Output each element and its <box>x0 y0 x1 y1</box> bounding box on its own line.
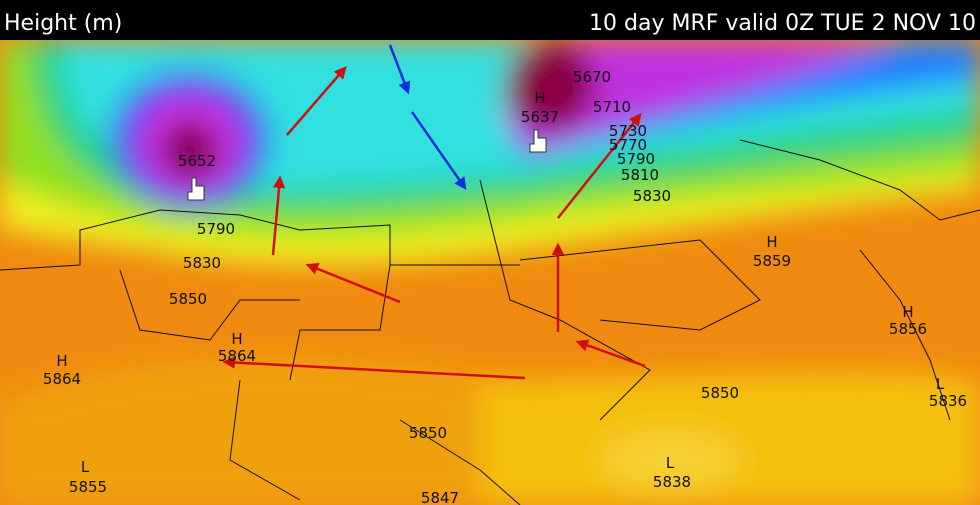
map-title: Height (m) <box>4 11 122 36</box>
contour-label: 5850 <box>409 424 447 442</box>
contour-label: H <box>534 89 545 107</box>
contour-label: 5850 <box>169 290 207 308</box>
height-field <box>0 40 980 505</box>
contour-label: L <box>81 458 90 476</box>
arrow <box>557 113 642 219</box>
contour-label: 5864 <box>218 347 256 365</box>
contour-label: 5637 <box>521 108 559 126</box>
contour-label: 5830 <box>633 187 671 205</box>
contour-label: H <box>902 303 913 321</box>
contour-label: 5859 <box>753 252 791 270</box>
contour-label: 5670 <box>573 68 611 86</box>
pointers <box>187 129 547 201</box>
borders <box>0 139 980 505</box>
arrow <box>410 111 467 191</box>
contour-label: 5830 <box>183 254 221 272</box>
contour-label: 5864 <box>43 370 81 388</box>
contour-label: 5790 <box>617 150 655 168</box>
contour-label: 5838 <box>653 473 691 491</box>
contour-label: 5855 <box>69 478 107 496</box>
contour-label: 5847 <box>421 489 459 505</box>
pointer-icon <box>187 177 205 201</box>
contour-label: 5730 <box>609 122 647 140</box>
contour-label: L <box>666 454 675 472</box>
pointer-icon <box>529 129 547 153</box>
contour-label: H <box>56 352 67 370</box>
contour-label: 5836 <box>929 392 967 410</box>
contour-label: L <box>936 375 945 393</box>
contour-label: H <box>231 330 242 348</box>
arrow <box>222 356 526 380</box>
contour-label: 5652 <box>178 152 216 170</box>
arrow <box>286 66 347 136</box>
flow-arrows <box>222 44 646 380</box>
contour-label: 5810 <box>621 166 659 184</box>
arrow <box>575 339 646 368</box>
arrow <box>271 175 286 256</box>
valid-time: 10 day MRF valid 0Z TUE 2 NOV 10 <box>589 11 976 36</box>
contour-label: 5856 <box>889 320 927 338</box>
contour-label: H <box>766 233 777 251</box>
header-bar <box>0 0 980 40</box>
contour-label: 5850 <box>701 384 739 402</box>
contour-label: 5710 <box>593 98 631 116</box>
arrow <box>388 44 411 95</box>
contour-label: 5770 <box>609 136 647 154</box>
arrow <box>305 262 401 304</box>
contour-labels: 5652H56375670571057305770579058105830579… <box>43 68 967 505</box>
contour-label: 5790 <box>197 220 235 238</box>
